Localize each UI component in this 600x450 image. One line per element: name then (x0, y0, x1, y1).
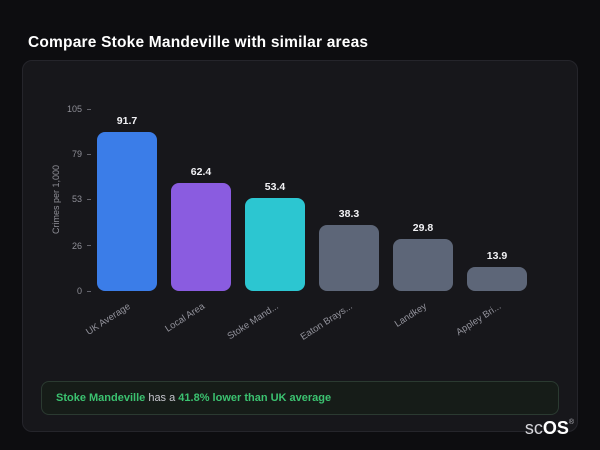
page-title: Compare Stoke Mandeville with similar ar… (28, 34, 369, 52)
tick-mark (87, 153, 91, 155)
summary-highlight: 41.8% lower than UK average (178, 392, 332, 404)
bar-value-label: 62.4 (190, 165, 212, 178)
chart-card: Crimes per 1,000 105 79 53 26 0 91.7 62.4 53.4… (22, 60, 578, 432)
tick-mark (87, 198, 91, 200)
bar-group[interactable]: 13.9 (467, 250, 527, 291)
bar-chart-plot: 91.7 62.4 53.4 38.3 29.8 13.9 (97, 109, 533, 291)
bar-group[interactable]: 38.3 (319, 208, 379, 291)
brand-logo-bold: OS (542, 418, 569, 438)
y-tick-label: 105 (67, 104, 91, 114)
bar[interactable] (393, 239, 453, 291)
bar[interactable] (245, 198, 305, 291)
y-tick-label: 0 (77, 286, 91, 296)
bar-value-label: 53.4 (264, 181, 286, 194)
y-tick-label: 53 (72, 194, 91, 204)
tick-mark (87, 108, 91, 110)
y-tick-label: 26 (72, 241, 91, 251)
bar[interactable] (97, 132, 157, 291)
bar-group[interactable]: 91.7 (97, 115, 157, 291)
x-axis-label: UK Average (84, 301, 133, 338)
x-axis-label: Eaton Brays... (298, 301, 355, 343)
tick-mark (87, 245, 91, 247)
registered-mark: ® (568, 419, 574, 426)
summary-highlight: Stoke Mandeville (56, 392, 146, 404)
y-tick-label: 79 (72, 149, 91, 159)
bar-group[interactable]: 62.4 (171, 166, 231, 291)
brand-logo: scOS® (525, 418, 574, 438)
bar-value-label: 38.3 (338, 207, 360, 220)
bar-value-label: 13.9 (486, 249, 508, 262)
tick-mark (87, 290, 91, 292)
summary-plain: has a (145, 392, 179, 404)
summary-banner: Stoke Mandeville has a 41.8% lower than … (41, 381, 559, 415)
x-axis-label: Appley Bri... (454, 301, 503, 339)
summary-text: Stoke Mandeville has a 41.8% lower than … (56, 392, 331, 404)
bar-group[interactable]: 53.4 (245, 181, 305, 291)
bar-group[interactable]: 29.8 (393, 222, 453, 291)
bar-value-label: 91.7 (116, 115, 138, 128)
x-axis-label: Stoke Mand... (225, 301, 281, 343)
x-axis-label: Landkey (392, 301, 429, 330)
bar[interactable] (171, 182, 231, 291)
x-axis-label: Local Area (163, 301, 207, 335)
bar[interactable] (467, 266, 527, 291)
bar[interactable] (319, 224, 379, 291)
brand-logo-light: sc (524, 418, 543, 438)
y-axis-ticks: 105 79 53 26 0 (23, 104, 91, 296)
bars-row: 91.7 62.4 53.4 38.3 29.8 13.9 (97, 109, 527, 291)
x-axis-labels: UK Average Local Area Stoke Mand... Eaton B… (85, 293, 527, 343)
bar-value-label: 29.8 (412, 222, 434, 235)
